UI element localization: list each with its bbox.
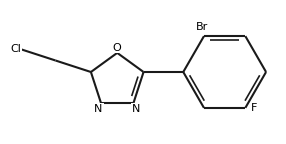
- Text: F: F: [251, 103, 258, 113]
- Text: O: O: [113, 43, 122, 53]
- Text: N: N: [132, 104, 140, 114]
- Text: Cl: Cl: [10, 44, 21, 54]
- Text: Br: Br: [195, 22, 208, 32]
- Text: N: N: [94, 104, 103, 114]
